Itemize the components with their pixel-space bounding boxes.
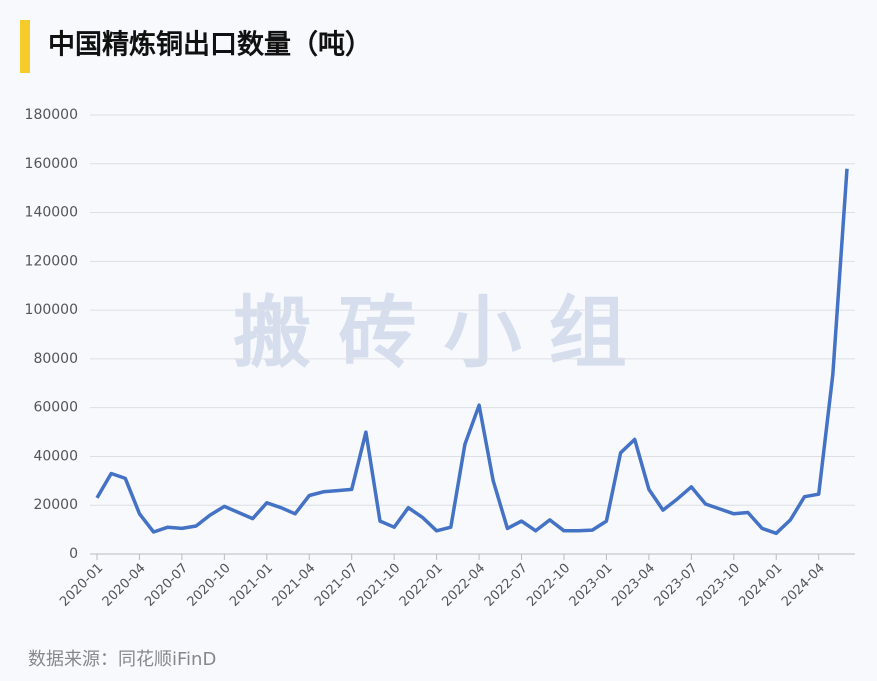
chart-title: 中国精炼铜出口数量（吨）: [48, 29, 372, 61]
y-tick-label: 60000: [33, 400, 78, 416]
y-tick-label: 0: [69, 546, 78, 562]
y-tick-label: 100000: [25, 302, 78, 318]
y-tick-label: 20000: [33, 497, 78, 513]
y-tick-label: 160000: [25, 156, 78, 172]
y-tick-label: 180000: [25, 107, 78, 123]
y-tick-label: 140000: [25, 205, 78, 221]
y-tick-label: 120000: [25, 253, 78, 269]
y-tick-label: 40000: [33, 448, 78, 464]
data-line: [95, 168, 849, 536]
y-tick-label: 80000: [33, 351, 78, 367]
watermark: 搬 砖 小 组: [233, 288, 626, 378]
title-accent: [20, 20, 30, 73]
source-note: 数据来源：同花顺iFinD: [28, 649, 216, 670]
